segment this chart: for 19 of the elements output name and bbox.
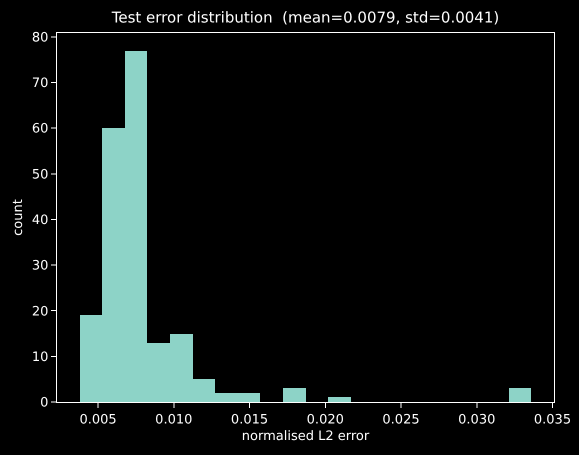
x-tick-label: 0.005	[79, 412, 117, 428]
y-tick-label: 30	[32, 258, 48, 274]
y-tick-label: 70	[32, 76, 48, 92]
y-tick-label: 60	[32, 122, 48, 137]
x-tick-label: 0.020	[306, 412, 344, 428]
y-tick-label: 40	[32, 212, 48, 228]
y-tick-label: 10	[32, 350, 48, 365]
y-tick-label: 80	[32, 30, 48, 46]
x-tick-label: 0.030	[458, 412, 496, 428]
x-tick-label: 0.015	[230, 412, 268, 428]
x-tick-label: 0.025	[382, 412, 420, 428]
y-tick-label: 0	[40, 396, 48, 411]
y-axis-title: count	[10, 199, 26, 236]
y-tick-label: 50	[32, 167, 48, 182]
x-tick-label: 0.010	[155, 412, 192, 428]
x-tick-label: 0.035	[534, 412, 572, 428]
chart-title: Test error distribution (mean=0.0079, std=0.0041)	[110, 8, 500, 26]
y-tick-label: 20	[32, 304, 48, 320]
x-axis-title: normalised L2 error	[242, 429, 370, 444]
